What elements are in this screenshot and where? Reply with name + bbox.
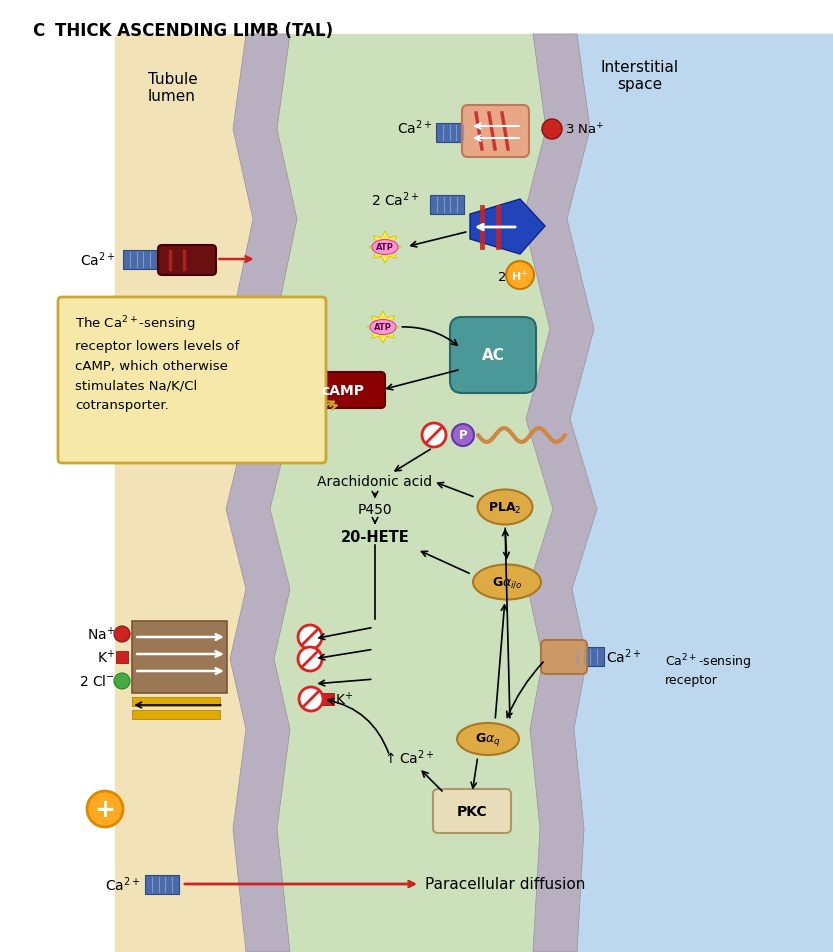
Text: Interstitial
space: Interstitial space: [601, 60, 679, 92]
Bar: [570, 646, 604, 665]
Text: 2 Cl$^{-}$: 2 Cl$^{-}$: [79, 674, 115, 689]
FancyBboxPatch shape: [433, 789, 511, 833]
Text: G$\alpha_q$: G$\alpha_q$: [475, 731, 501, 747]
Polygon shape: [115, 35, 833, 952]
Polygon shape: [369, 231, 401, 264]
Text: Ca$^{2+}$: Ca$^{2+}$: [397, 119, 432, 137]
Bar: [145, 875, 179, 894]
Polygon shape: [367, 311, 399, 344]
Circle shape: [114, 673, 130, 689]
Polygon shape: [226, 35, 297, 952]
Text: Ca$^{2+}$-sensing
receptor: Ca$^{2+}$-sensing receptor: [665, 652, 751, 686]
Text: 20-HETE: 20-HETE: [341, 530, 409, 545]
FancyBboxPatch shape: [541, 641, 587, 674]
Ellipse shape: [372, 240, 398, 255]
Circle shape: [422, 424, 446, 447]
Text: Ca$^{2+}$: Ca$^{2+}$: [606, 647, 641, 665]
Text: 2: 2: [498, 271, 507, 285]
Text: Na$^{+}$: Na$^{+}$: [87, 625, 115, 643]
Text: ATP: ATP: [374, 323, 392, 332]
Bar: [132, 710, 220, 720]
Text: PKC: PKC: [456, 804, 487, 818]
Text: Ca$^{2+}$: Ca$^{2+}$: [105, 875, 140, 893]
Text: +: +: [95, 797, 116, 822]
Circle shape: [542, 120, 562, 140]
Circle shape: [298, 647, 322, 671]
Bar: [123, 250, 157, 269]
Text: K$^{+}$: K$^{+}$: [97, 648, 115, 666]
Ellipse shape: [370, 320, 396, 335]
Text: PLA$_2$: PLA$_2$: [488, 500, 521, 515]
Circle shape: [299, 687, 323, 711]
Text: Ca$^{2+}$: Ca$^{2+}$: [80, 250, 115, 269]
Bar: [430, 195, 464, 214]
Circle shape: [298, 625, 322, 649]
FancyBboxPatch shape: [302, 372, 385, 408]
FancyBboxPatch shape: [450, 318, 536, 393]
Circle shape: [114, 626, 130, 643]
Polygon shape: [270, 35, 553, 952]
Bar: [132, 622, 227, 693]
Text: P: P: [459, 429, 467, 442]
Text: AC: AC: [481, 348, 505, 363]
Circle shape: [506, 262, 534, 289]
Ellipse shape: [457, 724, 519, 755]
FancyBboxPatch shape: [462, 106, 529, 158]
Circle shape: [87, 791, 123, 827]
Text: P450: P450: [357, 503, 392, 516]
Polygon shape: [470, 200, 545, 255]
Polygon shape: [523, 35, 597, 952]
Text: Tubule
lumen: Tubule lumen: [148, 72, 197, 105]
Bar: [132, 697, 220, 706]
FancyBboxPatch shape: [158, 246, 216, 276]
Text: 3 Na$^{+}$: 3 Na$^{+}$: [565, 122, 605, 137]
Text: cAMP: cAMP: [322, 384, 365, 398]
Polygon shape: [565, 35, 833, 952]
Bar: [436, 124, 470, 143]
Ellipse shape: [477, 490, 532, 525]
Text: H$^{+}$: H$^{+}$: [511, 268, 528, 284]
Text: ATP: ATP: [376, 244, 394, 252]
Text: G$\alpha_{i/o}$: G$\alpha_{i/o}$: [491, 575, 522, 589]
Circle shape: [452, 425, 474, 446]
Text: K$^{+}$: K$^{+}$: [335, 690, 353, 708]
Text: C: C: [32, 22, 44, 40]
Text: THICK ASCENDING LIMB (TAL): THICK ASCENDING LIMB (TAL): [55, 22, 333, 40]
Text: 2 Ca$^{2+}$: 2 Ca$^{2+}$: [372, 190, 420, 209]
Text: Arachidonic acid: Arachidonic acid: [317, 474, 432, 488]
Text: The Ca$^{2+}$-sensing
receptor lowers levels of
cAMP, which otherwise
stimulates: The Ca$^{2+}$-sensing receptor lowers le…: [75, 313, 239, 411]
Text: $\uparrow$Ca$^{2+}$: $\uparrow$Ca$^{2+}$: [382, 748, 434, 766]
Text: Paracellular diffusion: Paracellular diffusion: [425, 877, 586, 892]
Ellipse shape: [473, 565, 541, 600]
FancyBboxPatch shape: [58, 298, 326, 464]
